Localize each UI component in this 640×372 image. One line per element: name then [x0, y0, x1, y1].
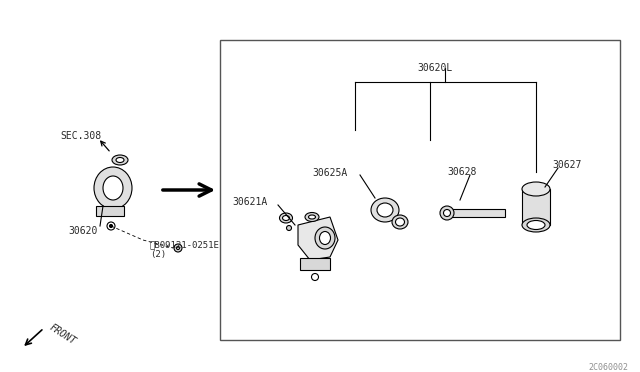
Ellipse shape [287, 225, 291, 231]
Bar [220, 40, 620, 340]
Text: 30627: 30627 [552, 160, 581, 170]
Ellipse shape [527, 221, 545, 230]
Polygon shape [298, 217, 338, 260]
Ellipse shape [377, 203, 393, 217]
Ellipse shape [308, 215, 316, 219]
Ellipse shape [107, 222, 115, 230]
Ellipse shape [319, 231, 330, 244]
Ellipse shape [371, 198, 399, 222]
Ellipse shape [396, 218, 404, 226]
Ellipse shape [177, 247, 179, 250]
Ellipse shape [280, 213, 292, 223]
Ellipse shape [103, 176, 123, 200]
Text: FRONT: FRONT [47, 322, 77, 346]
Text: 30620L: 30620L [417, 63, 452, 73]
Ellipse shape [392, 215, 408, 229]
Text: 30628: 30628 [447, 167, 477, 177]
Ellipse shape [116, 157, 124, 163]
Text: ⒷB09121-0251E
(2): ⒷB09121-0251E (2) [150, 240, 220, 259]
Ellipse shape [94, 167, 132, 209]
Text: 2C060002: 2C060002 [588, 363, 628, 372]
Ellipse shape [305, 212, 319, 221]
Text: 30625A: 30625A [312, 168, 348, 178]
Ellipse shape [109, 224, 113, 228]
Ellipse shape [112, 155, 128, 165]
Ellipse shape [282, 215, 289, 221]
Text: 30620: 30620 [68, 226, 97, 236]
Ellipse shape [315, 227, 335, 249]
Ellipse shape [174, 244, 182, 252]
Bar [522, 189, 550, 225]
Bar [300, 258, 330, 270]
Ellipse shape [444, 209, 451, 217]
Bar [447, 209, 505, 217]
Text: 30621A: 30621A [232, 197, 268, 207]
Ellipse shape [440, 206, 454, 220]
Text: SEC.308: SEC.308 [60, 131, 101, 141]
Bar [96, 206, 124, 216]
Ellipse shape [522, 218, 550, 232]
Ellipse shape [312, 273, 319, 280]
Ellipse shape [522, 182, 550, 196]
